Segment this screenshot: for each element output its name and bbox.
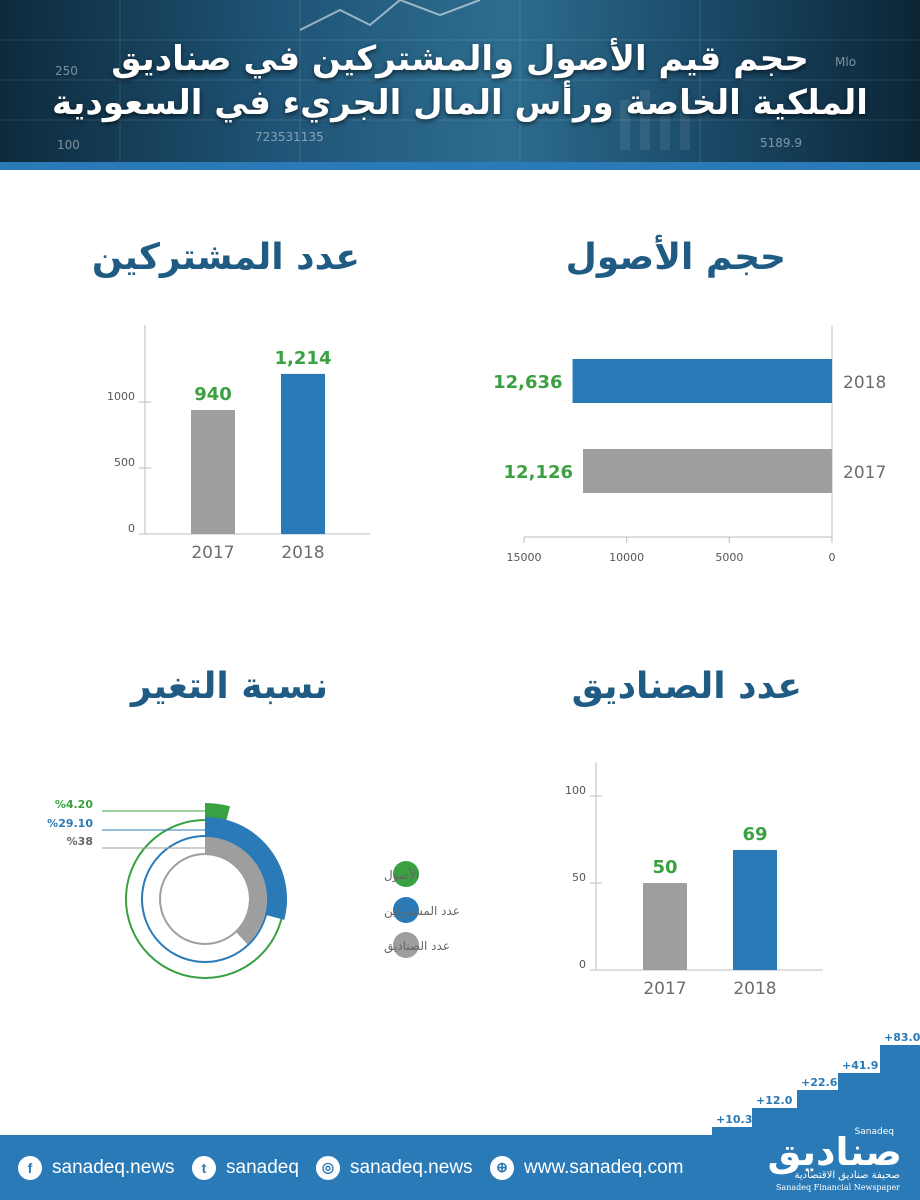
footer-link-text: sanadeq bbox=[226, 1156, 299, 1178]
funds-value-label: 50 bbox=[652, 857, 677, 878]
funds-bar bbox=[733, 849, 777, 970]
header-tick: Mlo bbox=[835, 55, 857, 69]
change-section-title: نسبة التغير bbox=[130, 666, 328, 707]
logo-subtitle-en: Sanadeq Financial Newspaper bbox=[775, 1183, 900, 1192]
instagram-icon: ◎ bbox=[316, 1155, 340, 1180]
subscribers-bar bbox=[191, 410, 235, 534]
footer-twitter-link[interactable]: t sanadeq bbox=[192, 1135, 299, 1200]
subscribers-value-label: 940 bbox=[194, 384, 232, 405]
change-legend-swatch bbox=[393, 861, 419, 887]
funds-category-label: 2018 bbox=[733, 979, 776, 999]
funds-y-tick-label: 0 bbox=[579, 958, 586, 971]
change-percent-label: %29.10 bbox=[47, 817, 93, 830]
subscribers-y-tick-label: 500 bbox=[114, 456, 135, 469]
funds-y-tick-label: 100 bbox=[565, 784, 586, 797]
assets-section-title: حجم الأصول bbox=[565, 237, 786, 278]
header-banner: 250 100 723531135 5189.9 Mlo حجم قيم الأ… bbox=[0, 0, 920, 162]
assets-category-label: 2017 bbox=[843, 463, 886, 483]
assets-x-tick-label: 0 bbox=[829, 551, 836, 564]
change-percent-label: %4.20 bbox=[55, 798, 94, 811]
logo-english: Sanadeq bbox=[854, 1127, 894, 1137]
subscribers-value-label: 1,214 bbox=[275, 348, 332, 369]
funds-category-label: 2017 bbox=[643, 979, 686, 999]
subscribers-y-tick-label: 1000 bbox=[107, 390, 135, 403]
change-ring-segment bbox=[204, 817, 287, 920]
assets-x-tick-label: 15000 bbox=[507, 551, 542, 564]
subscribers-category-label: 2018 bbox=[281, 543, 324, 563]
subscribers-section-title: عدد المشتركين bbox=[91, 237, 360, 278]
footer-instagram-link[interactable]: ◎ sanadeq.news bbox=[316, 1135, 473, 1200]
footer-link-text: www.sanadeq.com bbox=[524, 1156, 684, 1178]
header-tick: 723531135 bbox=[255, 130, 324, 144]
assets-value-label: 12,636 bbox=[493, 372, 562, 393]
footer-link-text: sanadeq.news bbox=[52, 1156, 175, 1178]
footer-bar: f sanadeq.news t sanadeq ◎ sanadeq.news … bbox=[0, 1135, 920, 1200]
assets-category-label: 2018 bbox=[843, 373, 886, 393]
change-legend-swatch bbox=[393, 932, 419, 958]
globe-icon: ⊕ bbox=[490, 1155, 514, 1180]
header-tick: 100 bbox=[57, 138, 80, 152]
footer-link-text: sanadeq.news bbox=[350, 1156, 473, 1178]
footer-website-link[interactable]: ⊕ www.sanadeq.com bbox=[490, 1135, 683, 1200]
funds-value-label: 69 bbox=[742, 824, 767, 845]
assets-x-tick-label: 10000 bbox=[609, 551, 644, 564]
change-legend-swatch bbox=[393, 897, 419, 923]
subscribers-category-label: 2017 bbox=[191, 543, 234, 563]
assets-value-label: 12,126 bbox=[504, 462, 573, 483]
page-title-line2: الملكية الخاصة ورأس المال الجريء في السع… bbox=[52, 83, 868, 123]
funds-bar bbox=[643, 883, 687, 970]
change-ring-segment bbox=[204, 803, 231, 824]
assets-bar bbox=[583, 449, 832, 493]
subscribers-bar bbox=[281, 373, 325, 534]
page-title-line1: حجم قيم الأصول والمشتركين في صناديق bbox=[111, 39, 809, 79]
change-legend-label: عدد المشتركين bbox=[384, 904, 460, 919]
change-legend-label: عدد الصناديق bbox=[384, 939, 450, 954]
change-percent-label: %38 bbox=[67, 835, 93, 848]
header-background-graphic bbox=[0, 0, 920, 162]
funds-section-title: عدد الصناديق bbox=[571, 666, 802, 707]
assets-bar bbox=[572, 359, 832, 403]
header-tick: 5189.9 bbox=[760, 136, 802, 150]
logo: صناديق bbox=[767, 1130, 902, 1174]
assets-x-tick-label: 5000 bbox=[715, 551, 743, 564]
facebook-icon: f bbox=[18, 1155, 42, 1180]
twitter-icon: t bbox=[192, 1155, 216, 1180]
subscribers-y-tick-label: 0 bbox=[128, 522, 135, 535]
footer-facebook-link[interactable]: f sanadeq.news bbox=[18, 1135, 175, 1200]
change-legend-label: الأصول bbox=[384, 867, 419, 883]
change-ring-segment bbox=[204, 837, 267, 945]
funds-y-tick-label: 50 bbox=[572, 871, 586, 884]
logo-subtitle-ar: صحيفة صناديق الاقتصادية bbox=[794, 1170, 900, 1181]
header-divider bbox=[0, 162, 920, 170]
header-tick: 250 bbox=[55, 64, 78, 78]
